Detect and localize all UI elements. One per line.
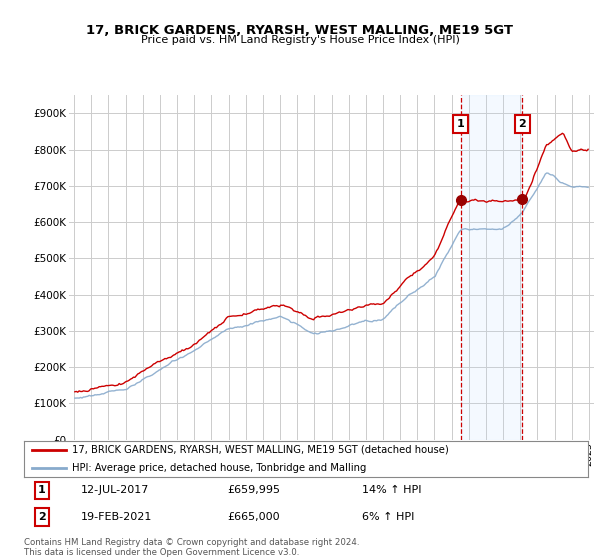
Text: 2: 2 (518, 119, 526, 129)
Text: HPI: Average price, detached house, Tonbridge and Malling: HPI: Average price, detached house, Tonb… (72, 463, 367, 473)
Text: 14% ↑ HPI: 14% ↑ HPI (362, 486, 422, 496)
Text: 1: 1 (457, 119, 464, 129)
Text: Price paid vs. HM Land Registry's House Price Index (HPI): Price paid vs. HM Land Registry's House … (140, 35, 460, 45)
Text: 6% ↑ HPI: 6% ↑ HPI (362, 512, 415, 522)
Text: Contains HM Land Registry data © Crown copyright and database right 2024.
This d: Contains HM Land Registry data © Crown c… (24, 538, 359, 557)
Text: 17, BRICK GARDENS, RYARSH, WEST MALLING, ME19 5GT: 17, BRICK GARDENS, RYARSH, WEST MALLING,… (86, 24, 514, 36)
Text: 1: 1 (38, 486, 46, 496)
Text: £665,000: £665,000 (227, 512, 280, 522)
Text: £659,995: £659,995 (227, 486, 280, 496)
Bar (461, 95, 523, 440)
Text: 17, BRICK GARDENS, RYARSH, WEST MALLING, ME19 5GT (detached house): 17, BRICK GARDENS, RYARSH, WEST MALLING,… (72, 445, 449, 455)
Text: 19-FEB-2021: 19-FEB-2021 (80, 512, 152, 522)
Text: 12-JUL-2017: 12-JUL-2017 (80, 486, 149, 496)
Text: 2: 2 (38, 512, 46, 522)
